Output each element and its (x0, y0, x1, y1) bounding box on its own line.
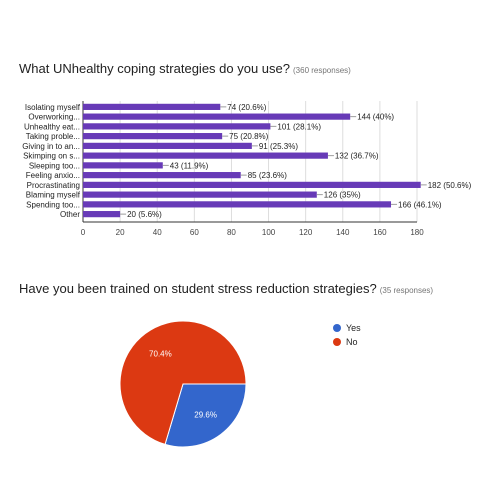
x-tick-label: 0 (81, 228, 86, 237)
bar (83, 142, 252, 149)
data-label: 74 (20.6%) (227, 103, 266, 112)
x-tick-label: 100 (262, 228, 276, 237)
category-label: Procrastinating (27, 181, 80, 190)
category-label: Isolating myself (25, 103, 81, 112)
pie-slice-label: 70.4% (149, 350, 172, 359)
pie-chart: 29.6% 70.4% Yes No (119, 320, 361, 448)
bar (83, 123, 271, 130)
bar-chart-response-count: (360 responses) (293, 66, 351, 75)
x-tick-label: 40 (153, 228, 162, 237)
bar (83, 211, 121, 218)
pie-slice-yes (164, 383, 247, 448)
bar (83, 191, 317, 198)
bar-chart-title-text: What UNhealthy coping strategies do you … (19, 61, 290, 76)
x-tick-label: 160 (373, 228, 387, 237)
pie-chart-title-text: Have you been trained on student stress … (19, 281, 377, 296)
data-label: 75 (20.8%) (229, 132, 268, 141)
data-label: 85 (23.6%) (248, 171, 287, 180)
x-tick-label: 120 (299, 228, 313, 237)
category-label: Sleeping too... (29, 161, 80, 170)
data-label: 126 (35%) (324, 191, 361, 200)
data-label: 166 (46.1%) (398, 200, 442, 209)
category-label: Other (60, 210, 80, 219)
bar (83, 152, 328, 159)
pie-chart-title: Have you been trained on student stress … (19, 281, 433, 296)
category-label: Overworking... (28, 113, 80, 122)
bar-chart-title: What UNhealthy coping strategies do you … (19, 61, 351, 76)
pie-slice-label: 29.6% (194, 410, 217, 419)
legend-marker-no (333, 338, 341, 346)
category-label: Blaming myself (26, 191, 81, 200)
bar (83, 172, 241, 179)
x-tick-label: 180 (410, 228, 424, 237)
category-label: Unhealthy eat... (24, 122, 80, 131)
pie-chart-response-count: (35 responses) (379, 286, 434, 295)
data-label: 132 (36.7%) (335, 152, 379, 161)
data-label: 144 (40%) (357, 113, 394, 122)
x-tick-label: 60 (190, 228, 199, 237)
bar (83, 181, 421, 188)
data-label: 43 (11.9%) (170, 161, 209, 170)
data-label: 101 (28.1%) (277, 122, 321, 131)
bar (83, 162, 163, 169)
legend-label: Yes (346, 323, 361, 333)
pie-slice-no (119, 320, 247, 446)
legend-marker-yes (333, 324, 341, 332)
category-label: Skimping on s... (23, 152, 80, 161)
category-label: Taking proble... (26, 132, 80, 141)
bar (83, 113, 351, 120)
bar (83, 103, 221, 110)
data-label: 91 (25.3%) (259, 142, 298, 151)
x-tick-label: 20 (116, 228, 125, 237)
category-label: Feeling anxio... (26, 171, 80, 180)
x-tick-label: 80 (227, 228, 236, 237)
bar (83, 133, 223, 140)
bar (83, 201, 392, 208)
data-label: 182 (50.6%) (428, 181, 472, 190)
category-label: Giving in to an... (22, 142, 80, 151)
legend-label: No (346, 337, 358, 347)
bar-chart: 0 20 40 60 80 100 120 140 160 180 Isolating myself… (22, 101, 472, 237)
x-tick-label: 140 (336, 228, 350, 237)
category-label: Spending too... (26, 200, 80, 209)
data-label: 20 (5.6%) (127, 210, 162, 219)
